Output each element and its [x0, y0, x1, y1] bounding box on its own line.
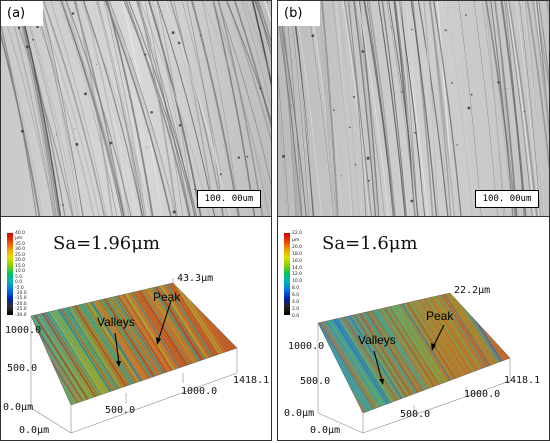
colorbar-gradient — [7, 233, 13, 315]
colorbar-tick: 10.0 — [292, 279, 303, 285]
colorbar-tick: 16.0 — [292, 258, 303, 264]
x-tick-label: 1000.0 — [464, 389, 501, 400]
colorbar-tick: 10.0 — [15, 269, 26, 275]
valleys-annotation: Valleys — [97, 315, 135, 329]
scale-bar: 100. 00um — [475, 190, 539, 208]
x-origin-label: 0.0μm — [310, 425, 341, 436]
colorbar-tick: 4.0 — [292, 300, 300, 306]
panel-label: (a) — [1, 1, 43, 26]
y-max-label: 1000.0 — [288, 341, 325, 352]
colorbar-tick: 35.0 — [15, 241, 26, 247]
colorbar-tick: 2.0 — [292, 306, 300, 312]
roughness-value: Sa=1.6μm — [322, 233, 418, 254]
surface-3d-plot — [30, 278, 238, 434]
colorbar-tick: 25.0 — [15, 252, 26, 258]
surface-3d-plot — [317, 292, 511, 434]
y-mid-label: 500.0 — [7, 363, 38, 374]
x-max-label: 1418.1 — [233, 375, 270, 386]
colorbar-tick: 22.0 μm — [292, 231, 303, 243]
y-mid-label: 500.0 — [300, 376, 331, 387]
surface-3d-b: 22.2μm 1000.0 500.0 0.0μm 0.0μm 500.0 10… — [278, 263, 549, 440]
x-tick-label: 1000.0 — [181, 386, 218, 397]
colorbar-tick: 40.0 μm — [15, 231, 26, 242]
colorbar-gradient — [284, 233, 290, 315]
colorbar-tick: 20.0 — [292, 244, 303, 250]
valleys-annotation: Valleys — [358, 333, 396, 347]
colorbar-tick: -10.0 — [15, 290, 27, 296]
x-mid-label: 500.0 — [400, 409, 431, 420]
z-max-label: 43.3μm — [177, 273, 214, 284]
micrograph-b-texture — [278, 1, 549, 216]
colorbar-tick: 14.0 — [292, 265, 303, 271]
y-max-label: 1000.0 — [5, 325, 42, 336]
colorbar-ticks: 40.0 μm 35.0 30.0 25.0 20.0 15.0 10.0 5.0 0.0 -5.… — [15, 231, 27, 318]
colorbar-ticks: 22.0 μm 20.0 18.0 16.0 14.0 12.0 10.0 8.0 6.0 4.0… — [292, 231, 302, 321]
x-mid-label: 500.0 — [105, 405, 136, 416]
colorbar-tick: 8.0 — [292, 286, 300, 292]
peak-annotation: Peak — [426, 309, 454, 323]
colorbar-tick: 20.0 — [15, 258, 26, 264]
colorbar-tick: -30.0 — [15, 312, 27, 318]
panel-a: (a) 100. 00um 40.0 μm 35.0 30.0 25.0 20.0 15.… — [0, 0, 272, 441]
colorbar-tick: 15.0 — [15, 263, 26, 269]
micrograph-b: (b) 100. 00um — [278, 1, 549, 217]
colorbar-tick: 30.0 — [15, 247, 26, 253]
origin-label: 0.0μm — [284, 408, 315, 419]
z-max-label: 22.2μm — [454, 285, 491, 296]
colorbar-tick: 12.0 — [292, 272, 303, 278]
colorbar-tick: 6.0 — [292, 293, 300, 299]
colorbar-tick: -20.0 — [15, 301, 27, 307]
x-origin-label: 0.0μm — [19, 425, 50, 436]
roughness-value: Sa=1.96μm — [53, 233, 160, 254]
x-max-label: 1418.1 — [504, 375, 541, 386]
peak-annotation: Peak — [153, 290, 181, 304]
colorbar-tick: -15.0 — [15, 296, 27, 302]
micrograph-a-texture — [1, 1, 271, 216]
colorbar-tick: 5.0 — [15, 274, 23, 280]
colorbar-tick: -5.0 — [15, 285, 24, 291]
panel-label: (b) — [278, 1, 320, 26]
panel-b: (b) 100. 00um 22.0 μm 20.0 18.0 16.0 14.0 12.… — [277, 0, 550, 441]
colorbar-tick: 18.0 — [292, 251, 303, 257]
scale-bar: 100. 00um — [197, 190, 261, 208]
micrograph-a: (a) 100. 00um — [1, 1, 271, 217]
colorbar-tick: 0.0 — [292, 313, 300, 319]
colorbar-tick: -25.0 — [15, 307, 27, 313]
colorbar-tick: 0.0 — [15, 280, 23, 286]
surface-3d-a: 43.3μm 1000.0 500.0 0.0μm 0.0μm 500.0 10… — [1, 263, 271, 440]
origin-label: 0.0μm — [3, 402, 34, 413]
